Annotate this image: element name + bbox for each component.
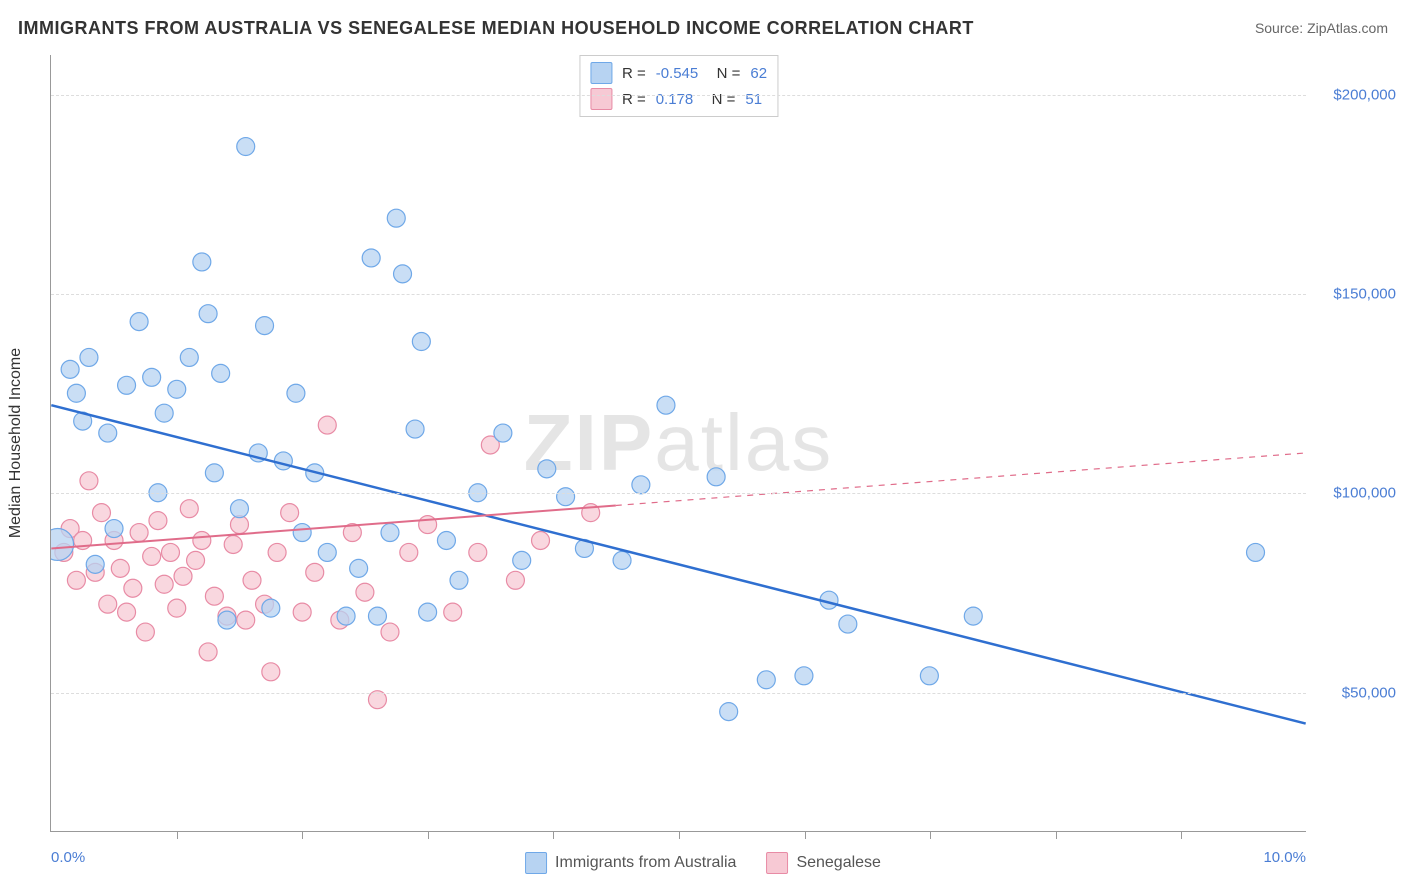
- x-tick: [553, 831, 554, 839]
- r-label: R =: [622, 91, 646, 108]
- source-attribution: Source: ZipAtlas.com: [1255, 20, 1388, 36]
- legend-correlation: R = -0.545 N = 62 R = 0.178 N = 51: [579, 55, 778, 117]
- legend-item-senegalese: Senegalese: [766, 852, 881, 874]
- legend-swatch-icon: [766, 852, 788, 874]
- gridline: [51, 95, 1306, 96]
- n-value-senegalese: 51: [745, 91, 762, 108]
- y-tick-label: $150,000: [1316, 286, 1396, 303]
- source-label: Source:: [1255, 20, 1307, 36]
- y-tick-label: $100,000: [1316, 485, 1396, 502]
- chart-container: IMMIGRANTS FROM AUSTRALIA VS SENEGALESE …: [0, 0, 1406, 892]
- r-value-senegalese: 0.178: [656, 91, 694, 108]
- legend-swatch-australia: [590, 62, 612, 84]
- source-value: ZipAtlas.com: [1307, 20, 1388, 36]
- x-tick: [679, 831, 680, 839]
- legend-swatch-senegalese: [590, 88, 612, 110]
- n-label: N =: [703, 91, 735, 108]
- scatter-svg: [51, 55, 1306, 831]
- watermark-bold: ZIP: [524, 398, 654, 487]
- x-axis-min-label: 0.0%: [51, 849, 85, 866]
- x-tick: [177, 831, 178, 839]
- legend-row-australia: R = -0.545 N = 62: [590, 60, 767, 86]
- watermark-light: atlas: [654, 398, 833, 487]
- watermark: ZIPatlas: [524, 397, 833, 489]
- r-label: R =: [622, 65, 646, 82]
- x-tick: [428, 831, 429, 839]
- plot-area: Median Household Income ZIPatlas R = -0.…: [50, 55, 1306, 832]
- gridline: [51, 493, 1306, 494]
- y-axis-title: Median Household Income: [7, 348, 25, 538]
- legend-swatch-icon: [525, 852, 547, 874]
- x-tick: [1181, 831, 1182, 839]
- x-tick: [930, 831, 931, 839]
- legend-label: Senegalese: [796, 854, 881, 872]
- n-label: N =: [708, 65, 740, 82]
- x-tick: [1056, 831, 1057, 839]
- chart-title: IMMIGRANTS FROM AUSTRALIA VS SENEGALESE …: [18, 18, 974, 39]
- x-tick: [805, 831, 806, 839]
- legend-series: Immigrants from Australia Senegalese: [525, 852, 881, 874]
- legend-item-australia: Immigrants from Australia: [525, 852, 736, 874]
- gridline: [51, 693, 1306, 694]
- legend-row-senegalese: R = 0.178 N = 51: [590, 86, 767, 112]
- y-tick-label: $200,000: [1316, 86, 1396, 103]
- y-tick-label: $50,000: [1316, 684, 1396, 701]
- x-axis-max-label: 10.0%: [1263, 849, 1306, 866]
- gridline: [51, 294, 1306, 295]
- n-value-australia: 62: [750, 65, 767, 82]
- legend-label: Immigrants from Australia: [555, 854, 736, 872]
- x-tick: [302, 831, 303, 839]
- r-value-australia: -0.545: [656, 65, 699, 82]
